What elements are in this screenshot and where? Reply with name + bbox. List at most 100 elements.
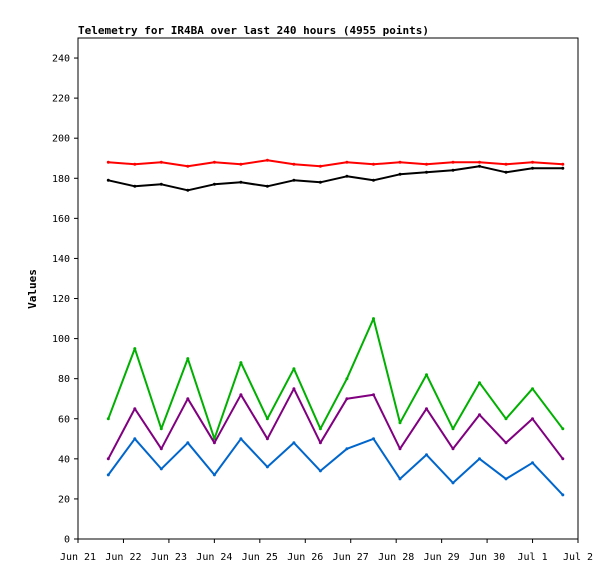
series-3-point — [561, 457, 565, 461]
series-1-point — [425, 170, 428, 174]
series-3-point — [372, 393, 375, 397]
series-0-point — [451, 160, 455, 164]
series-3-point — [212, 441, 216, 445]
series-2-point — [531, 387, 534, 391]
series-2-point — [265, 417, 269, 421]
series-3-point — [504, 441, 508, 445]
series-2-point — [561, 427, 565, 431]
series-2-point — [292, 367, 296, 371]
series-4-point — [212, 473, 216, 477]
series-4-point — [186, 441, 190, 445]
series-4-point — [372, 437, 375, 441]
series-1-point — [106, 178, 110, 182]
series-1-point — [478, 164, 481, 168]
x-tick-label: Jun 28 — [378, 552, 414, 563]
series-0-point — [133, 162, 137, 166]
y-tick-label: 40 — [58, 454, 70, 465]
series-2-point — [398, 421, 402, 425]
series-3-point — [106, 457, 110, 461]
series-0-point — [561, 162, 565, 166]
plot-frame — [77, 37, 579, 540]
series-2-point — [478, 381, 481, 385]
x-tick-label: Jun 22 — [105, 552, 141, 563]
series-0-point — [292, 162, 296, 166]
y-tick-label: 180 — [52, 174, 70, 185]
series-1-point — [372, 178, 375, 182]
series-1-point — [239, 180, 243, 184]
series-0-point — [345, 160, 349, 164]
series-1-point — [345, 174, 349, 178]
y-tick-label: 200 — [52, 134, 70, 145]
series-2-point — [345, 377, 349, 381]
series-2-point — [186, 357, 190, 361]
series-0-point — [212, 160, 216, 164]
series-4-point — [345, 447, 349, 451]
series-0-point — [478, 160, 481, 164]
x-tick-label: Jun 26 — [287, 552, 323, 563]
x-tick-label: Jul 1 — [517, 552, 547, 563]
series-group — [106, 158, 565, 497]
series-4-point — [531, 461, 534, 465]
series-1-point — [451, 168, 455, 172]
y-axis: 0 20 40 60 80 100 120 140 160 180 200 220 240 — [52, 54, 78, 546]
y-tick-label: 20 — [58, 494, 70, 505]
series-0-point — [504, 162, 508, 166]
series-0-point — [318, 164, 322, 168]
series-4-point — [318, 469, 322, 473]
series-4-point — [159, 467, 163, 471]
y-tick-label: 240 — [52, 54, 70, 65]
series-3-point — [318, 441, 322, 445]
series-1-point — [265, 184, 269, 188]
x-tick-label: Jul 2 — [563, 552, 593, 563]
series-4-point — [398, 477, 402, 481]
y-tick-label: 160 — [52, 214, 70, 225]
series-1-point — [212, 182, 216, 186]
series-3-point — [159, 447, 163, 451]
series-3-point — [239, 393, 243, 397]
series-2-point — [451, 427, 455, 431]
series-2-point — [133, 347, 137, 351]
x-tick-label: Jun 21 — [60, 552, 96, 563]
series-4-point — [561, 493, 565, 497]
series-1-point — [561, 166, 565, 170]
series-4-point — [292, 441, 296, 445]
series-3-point — [265, 437, 269, 441]
x-tick-label: Jun 23 — [151, 552, 187, 563]
series-2-point — [318, 427, 322, 431]
series-1-point — [318, 180, 322, 184]
series-3-point — [398, 447, 402, 451]
series-0-point — [425, 162, 428, 166]
series-3-point — [133, 407, 137, 411]
series-3-point — [292, 387, 296, 391]
y-tick-label: 120 — [52, 294, 70, 305]
series-4-point — [504, 477, 508, 481]
y-tick-label: 220 — [52, 94, 70, 105]
series-2-point — [372, 317, 375, 321]
series-2-point — [239, 361, 243, 365]
series-1-point — [531, 166, 534, 170]
series-4-point — [133, 437, 137, 441]
chart-title: Telemetry for IR4BA over last 240 hours … — [78, 24, 429, 37]
x-tick-label: Jun 25 — [242, 552, 278, 563]
series-0-point — [372, 162, 375, 166]
series-4-point — [425, 453, 428, 457]
series-2-point — [159, 427, 163, 431]
y-tick-label: 80 — [58, 374, 70, 385]
series-0-point — [106, 160, 110, 164]
series-1-point — [504, 170, 508, 174]
y-tick-label: 0 — [64, 535, 70, 546]
y-axis-label: Values — [26, 269, 39, 309]
series-1-point — [159, 182, 163, 186]
series-0-point — [398, 160, 402, 164]
x-tick-label: Jun 30 — [469, 552, 505, 563]
series-0-point — [531, 160, 534, 164]
x-tick-label: Jun 24 — [196, 552, 232, 563]
series-3-point — [345, 397, 349, 401]
series-4-point — [106, 473, 110, 477]
series-line-0 — [108, 159, 563, 168]
series-1-point — [186, 188, 190, 192]
series-4-point — [239, 437, 243, 441]
series-0-point — [265, 158, 269, 162]
series-0-point — [159, 160, 163, 164]
